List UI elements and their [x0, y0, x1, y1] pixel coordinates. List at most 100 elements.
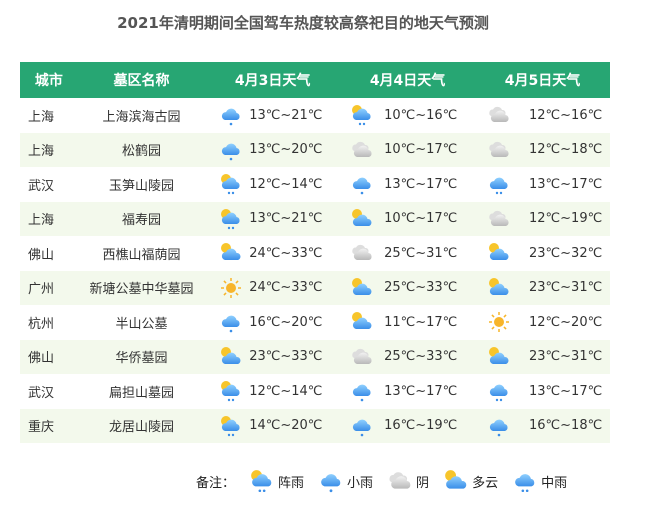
legend-item-label: 多云: [472, 475, 499, 491]
weather-table: 城市 墓区名称 4月3日天气 4月4日天气 4月5日天气 上海 上海滨海古园 13℃…: [20, 62, 610, 443]
temperature: 12℃~14℃: [249, 176, 323, 192]
light-rain-icon: [489, 419, 508, 437]
temperature: 23℃~32℃: [529, 245, 603, 261]
header-name: 墓区名称: [77, 62, 206, 98]
weather-cell: 12℃~18℃: [475, 132, 610, 167]
light-rain-icon: [352, 177, 371, 195]
weather-cell: 13℃~17℃: [475, 374, 610, 409]
weather-cell: 25℃~33℃: [340, 339, 476, 374]
temperature: 13℃~17℃: [384, 383, 458, 399]
temperature: 13℃~20℃: [249, 142, 323, 158]
cemetery-name-cell: 西樵山福荫园: [102, 247, 181, 263]
weather-cell: 12℃~16℃: [475, 98, 610, 133]
city-cell: 杭州: [28, 316, 55, 332]
temperature: 25℃~31℃: [384, 245, 458, 261]
light-rain-icon: [222, 143, 240, 161]
cemetery-name-cell: 新塘公墓中华墓园: [77, 270, 206, 305]
overcast-icon: [352, 245, 372, 261]
weather-cell: 10℃~17℃: [340, 132, 476, 167]
table-row: 重庆 龙居山陵园 14℃~20℃ 16℃~19℃ 16℃~18℃: [20, 408, 610, 443]
partly-cloudy-icon: [221, 243, 241, 261]
weather-cell: 24℃~33℃: [205, 270, 341, 305]
temperature: 13℃~17℃: [529, 176, 603, 192]
cemetery-name-cell: 华侨墓园: [77, 339, 206, 374]
weather-cell: 10℃~16℃: [340, 98, 475, 133]
weather-cell: 10℃~17℃: [340, 201, 476, 236]
temperature: 23℃~31℃: [529, 349, 603, 365]
table-row: 武汉 扁担山墓园 12℃~14℃ 13℃~17℃ 13℃~17℃: [20, 374, 610, 409]
city-cell: 重庆: [20, 408, 78, 443]
weather-cell: 11℃~17℃: [340, 305, 475, 340]
overcast-icon: [352, 348, 372, 364]
legend-item: 小雨: [318, 468, 373, 494]
weather-cell: 12℃~14℃: [205, 374, 340, 409]
shower-icon: [221, 174, 240, 195]
weather-cell: 24℃~33℃: [205, 236, 340, 271]
cemetery-name-cell: 上海滨海古园: [102, 109, 181, 125]
sunny-icon: [221, 277, 242, 298]
weather-cell: 23℃~33℃: [205, 339, 341, 374]
temperature: 25℃~33℃: [384, 349, 458, 365]
weather-cell: 12℃~20℃: [475, 305, 610, 340]
header-day3: 4月5日天气: [475, 62, 610, 98]
city-cell: 佛山: [28, 247, 55, 263]
overcast-icon: [489, 141, 509, 157]
weather-cell: 23℃~31℃: [475, 270, 610, 305]
legend-item-label: 小雨: [347, 475, 374, 491]
legend-item-label: 阵雨: [278, 475, 305, 491]
partly-cloudy-icon: [489, 346, 509, 364]
moderate-rain-icon: [489, 177, 508, 195]
legend-item: 阵雨: [249, 468, 304, 494]
temperature: 13℃~17℃: [529, 383, 603, 399]
temperature: 24℃~33℃: [249, 245, 323, 261]
temperature: 12℃~20℃: [529, 314, 603, 330]
overcast-icon: [352, 141, 372, 157]
weather-cell: 16℃~20℃: [205, 305, 340, 340]
temperature: 10℃~17℃: [384, 211, 458, 227]
weather-cell: 13℃~20℃: [205, 132, 341, 167]
temperature: 12℃~16℃: [529, 107, 603, 123]
light-rain-icon: [222, 108, 240, 126]
partly-cloudy-icon: [221, 346, 241, 364]
shower-icon: [221, 415, 240, 436]
weather-cell: 23℃~32℃: [475, 236, 610, 271]
legend-item: 多云: [443, 468, 498, 494]
overcast-icon: [489, 107, 509, 123]
temperature: 23℃~33℃: [249, 349, 323, 365]
table-row: 武汉 玉笋山陵园 12℃~14℃ 13℃~17℃ 13℃~17℃: [20, 167, 610, 202]
table-header: 城市 墓区名称 4月3日天气 4月4日天气 4月5日天气: [20, 62, 610, 98]
weather-cell: 12℃~14℃: [205, 167, 340, 202]
temperature: 16℃~20℃: [249, 314, 323, 330]
table-row: 杭州 半山公墓 16℃~20℃ 11℃~17℃ 12℃~20℃: [20, 305, 610, 340]
partly-cloudy-icon: [489, 277, 509, 295]
weather-cell: 13℃~21℃: [205, 201, 341, 236]
temperature: 16℃~18℃: [529, 418, 603, 434]
temperature: 23℃~31℃: [529, 280, 603, 296]
table-row: 上海 松鹤园 13℃~20℃ 10℃~17℃ 12℃~18℃: [20, 132, 610, 167]
table-row: 广州 新塘公墓中华墓园 24℃~33℃ 25℃~33℃ 23℃~31℃: [20, 270, 610, 305]
city-cell: 上海: [20, 132, 78, 167]
light-rain-icon: [352, 384, 371, 402]
moderate-rain-icon: [515, 474, 535, 493]
shower-icon: [352, 105, 371, 126]
moderate-rain-icon: [489, 384, 508, 402]
temperature: 11℃~17℃: [384, 314, 458, 330]
header-day2: 4月4日天气: [340, 62, 476, 98]
table-row: 佛山 华侨墓园 23℃~33℃ 25℃~33℃ 23℃~31℃: [20, 339, 610, 374]
temperature: 10℃~17℃: [384, 142, 458, 158]
weather-cell: 14℃~20℃: [205, 408, 341, 443]
weather-cell: 25℃~33℃: [340, 270, 476, 305]
cemetery-name-cell: 松鹤园: [77, 132, 206, 167]
weather-cell: 13℃~17℃: [475, 167, 610, 202]
shower-icon: [221, 208, 240, 229]
light-rain-icon: [321, 474, 341, 493]
sunny-icon: [489, 312, 510, 333]
light-rain-icon: [222, 315, 240, 333]
weather-cell: 23℃~31℃: [475, 339, 610, 374]
cemetery-name-cell: 半山公墓: [115, 316, 168, 332]
shower-icon: [221, 381, 240, 402]
temperature: 13℃~17℃: [384, 176, 458, 192]
weather-cell: 13℃~17℃: [340, 374, 475, 409]
legend-item-label: 阴: [416, 475, 430, 491]
partly-cloudy-icon: [445, 470, 467, 489]
